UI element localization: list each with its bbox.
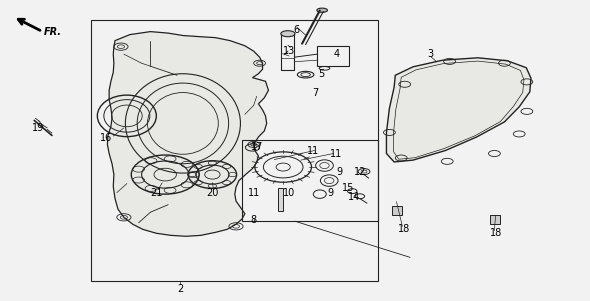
Bar [278,188,283,211]
Text: 19: 19 [32,123,44,133]
Bar [91,20,378,281]
Text: 2: 2 [177,284,183,294]
Text: 18: 18 [398,224,410,234]
Text: 14: 14 [348,192,360,202]
Text: 20: 20 [206,188,218,198]
Polygon shape [107,32,268,236]
Text: 11: 11 [330,148,342,159]
Text: 10: 10 [283,188,295,198]
Text: 9: 9 [336,166,342,177]
Text: 7: 7 [313,88,319,98]
Bar [490,215,500,224]
Text: FR.: FR. [44,26,63,37]
Text: 12: 12 [354,166,366,177]
Polygon shape [386,58,531,162]
Text: 8: 8 [251,215,257,225]
Bar [281,34,294,70]
Text: 21: 21 [150,188,162,198]
Text: 9: 9 [327,188,333,198]
Text: 6: 6 [293,25,299,35]
Text: 3: 3 [428,49,434,59]
Text: 5: 5 [319,69,324,79]
Ellipse shape [317,8,327,12]
Text: 13: 13 [283,46,295,56]
Text: 15: 15 [342,183,354,193]
Text: 11: 11 [248,188,260,198]
Text: 17: 17 [251,142,263,153]
Text: 4: 4 [333,49,339,59]
Text: 16: 16 [100,133,112,144]
Bar [242,140,378,221]
Bar [392,206,402,215]
Text: 18: 18 [490,228,502,238]
Bar [317,46,349,66]
Text: 11: 11 [307,145,319,156]
Ellipse shape [281,31,295,37]
